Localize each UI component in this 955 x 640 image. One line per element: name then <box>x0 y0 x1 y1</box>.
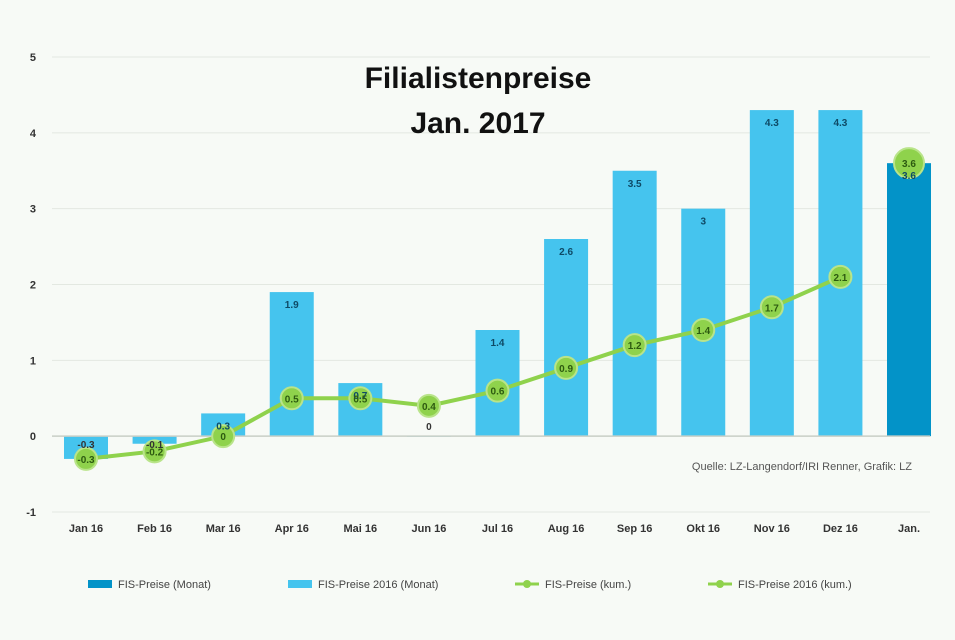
bar-data-label: 2.6 <box>559 247 573 258</box>
line-point <box>622 333 647 358</box>
x-tick-label: Dez 16 <box>823 523 858 535</box>
legend-label: FIS-Preise (kum.) <box>545 579 631 591</box>
source-note: Quelle: LZ-Langendorf/IRI Renner, Grafik… <box>692 461 912 473</box>
point-data-label: 1.2 <box>628 341 642 352</box>
legend-label: FIS-Preise (Monat) <box>118 579 211 591</box>
line-point <box>416 393 441 418</box>
bar-data-label: 3.6 <box>902 171 916 182</box>
bar-data-label: 0.7 <box>353 391 367 402</box>
x-tick-label: Jan 16 <box>69 523 103 535</box>
line-point <box>554 355 579 380</box>
x-tick-label: Jun 16 <box>411 523 446 535</box>
point-data-label: 2.1 <box>833 273 847 284</box>
bar-data-label: -0.1 <box>146 440 164 451</box>
point-data-label: 0.4 <box>422 402 436 413</box>
y-tick-label: 0 <box>30 431 36 443</box>
line-point <box>759 295 784 320</box>
x-tick-label: Okt 16 <box>686 523 720 535</box>
bar <box>269 292 314 437</box>
line-point <box>142 439 167 464</box>
legend-swatch <box>288 580 312 588</box>
x-tick-label: Apr 16 <box>275 523 309 535</box>
bar-data-label: 1.9 <box>285 300 299 311</box>
x-tick-label: Mai 16 <box>344 523 378 535</box>
bar-data-label: 0 <box>426 422 432 433</box>
line-point <box>348 386 373 411</box>
bar-data-label: 1.4 <box>491 338 505 349</box>
point-data-label: 0.6 <box>491 387 505 398</box>
y-tick-label: 1 <box>30 355 36 367</box>
cumulative-line <box>74 147 925 471</box>
bar <box>887 163 931 437</box>
point-data-label: 0 <box>220 432 226 443</box>
point-data-label: 0.5 <box>353 394 367 405</box>
y-axis: -1 0 1 2 3 4 5 <box>26 52 37 519</box>
bar-data-label: 3.5 <box>628 179 642 190</box>
point-data-label: 1.4 <box>696 326 710 337</box>
bar <box>544 239 589 437</box>
line-point <box>485 378 510 403</box>
point-data-label: -0.3 <box>77 455 95 466</box>
line-point <box>691 318 716 342</box>
x-axis: Jan 16 Feb 16 Mar 16 Apr 16 Mai 16 Jun 16 Jul … <box>69 523 920 535</box>
y-tick-label: 5 <box>30 52 36 64</box>
line-point <box>279 386 304 411</box>
y-tick-label: 3 <box>30 204 36 216</box>
x-tick-label: Aug 16 <box>548 523 585 535</box>
line-point <box>211 424 236 449</box>
legend-label: FIS-Preise 2016 (Monat) <box>318 579 438 591</box>
bar-data-label: -0.3 <box>77 440 95 451</box>
y-tick-label: 4 <box>30 128 37 140</box>
bar-data-label: 0.3 <box>216 421 230 432</box>
point-data-label: 1.7 <box>765 303 779 314</box>
y-tick-label: -1 <box>26 507 36 519</box>
y-tick-label: 2 <box>30 280 36 292</box>
x-tick-label: Mar 16 <box>206 523 241 535</box>
line-point <box>828 264 853 289</box>
line-point <box>893 147 925 180</box>
x-tick-label: Feb 16 <box>137 523 172 535</box>
point-data-label: 3.6 <box>902 159 916 170</box>
chart-title-line-1: Filialistenpreise <box>365 62 592 95</box>
legend: FIS-Preise (Monat) FIS-Preise 2016 (Monat… <box>88 579 852 591</box>
chart-title-line-2: Jan. 2017 <box>410 107 545 140</box>
legend-swatch-marker <box>523 580 531 588</box>
legend-swatch <box>88 580 112 588</box>
bar-data-label: 4.3 <box>833 118 847 129</box>
point-data-label: 0.5 <box>285 394 299 405</box>
line-point <box>74 446 98 471</box>
x-tick-label: Jul 16 <box>482 523 513 535</box>
x-tick-label: Jan. <box>898 523 920 535</box>
data-labels: 3.6 -0.3 -0.1 0.3 1.9 0.7 0 1.4 2.6 3.5 3 4.3 4.3 3.6… <box>77 118 916 466</box>
bar <box>749 110 794 437</box>
x-tick-label: Sep 16 <box>617 523 652 535</box>
series-line <box>85 275 842 461</box>
bar-data-label: 4.3 <box>765 118 779 129</box>
bar-data-label: 3 <box>700 217 706 228</box>
legend-label: FIS-Preise 2016 (kum.) <box>738 579 852 591</box>
point-data-label: 0.9 <box>559 364 573 375</box>
point-data-label: -0.2 <box>146 447 164 458</box>
legend-swatch-marker <box>716 580 724 588</box>
x-tick-label: Nov 16 <box>754 523 790 535</box>
bar <box>612 170 657 437</box>
